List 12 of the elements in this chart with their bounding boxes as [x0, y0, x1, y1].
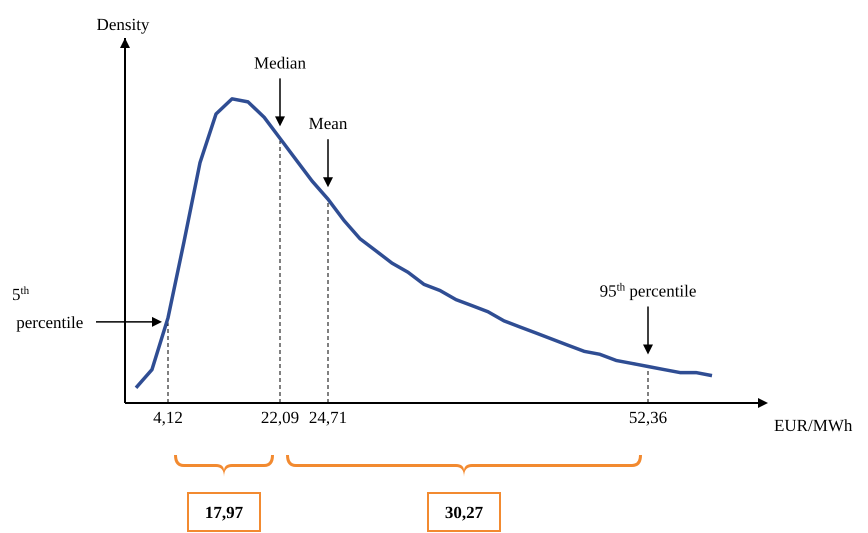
x-tick-label: 24,71	[308, 408, 348, 428]
x-tick-label: 52,36	[628, 408, 668, 428]
x-tick-label: 4,12	[153, 408, 183, 428]
text: 17,97	[204, 503, 244, 522]
x-axis-title: EUR/MWh	[774, 416, 853, 435]
annotation: Mean	[308, 114, 348, 134]
text: 30,27	[444, 503, 484, 522]
text: 5$^{th}$ percentile	[12, 284, 84, 332]
text: Median	[254, 53, 306, 72]
y-axis-title: Density	[96, 15, 150, 34]
x-tick-label: 22,09	[260, 408, 300, 428]
annotation: 95$^{th}$ percentile	[600, 282, 696, 300]
